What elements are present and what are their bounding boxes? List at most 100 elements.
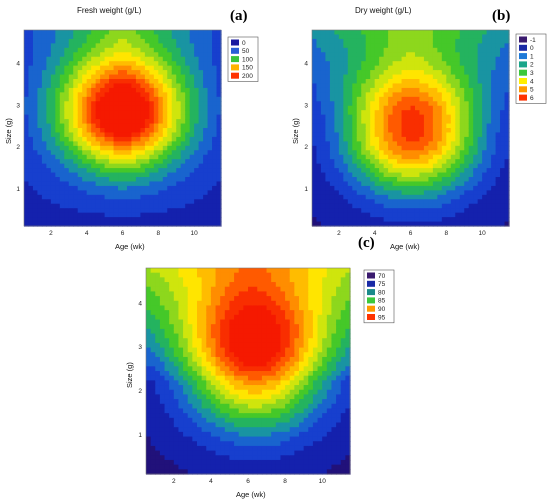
heatmap-cell	[216, 43, 222, 49]
heatmap-cell	[338, 61, 344, 67]
heatmap-cell	[343, 217, 349, 223]
heatmap-cell	[146, 427, 152, 433]
heatmap-cell	[428, 150, 434, 156]
heatmap-cell	[432, 30, 438, 36]
heatmap-cell	[370, 119, 376, 125]
heatmap-cell	[215, 361, 221, 367]
heatmap-cell	[91, 101, 97, 107]
heatmap-cell	[464, 217, 470, 223]
heatmap-cell	[95, 105, 101, 111]
heatmap-cell	[334, 105, 340, 111]
heatmap-cell	[423, 172, 430, 178]
heatmap-cell	[192, 450, 198, 456]
heatmap-cell	[220, 408, 226, 414]
heatmap-cell	[198, 92, 204, 98]
heatmap-cell	[159, 352, 166, 358]
heatmap-cell	[109, 79, 115, 85]
heatmap-cell	[194, 185, 200, 191]
heatmap-cell	[464, 190, 470, 196]
heatmap-cell	[220, 319, 226, 325]
heatmap-cell	[135, 159, 142, 165]
heatmap-cell	[100, 114, 106, 120]
heatmap-cell	[224, 342, 231, 349]
heatmap-cell	[329, 61, 335, 67]
heatmap-cell	[118, 83, 124, 89]
heatmap-cell	[248, 333, 254, 339]
heatmap-cell	[212, 203, 218, 209]
heatmap-cell	[164, 356, 170, 363]
heatmap-cell	[325, 168, 331, 174]
heatmap-cell	[441, 203, 447, 209]
heatmap-cell	[86, 114, 92, 120]
heatmap-cell	[104, 105, 110, 111]
heatmap-cell	[406, 194, 412, 200]
heatmap-cell	[109, 114, 115, 120]
heatmap-cell	[149, 47, 155, 53]
heatmap-cell	[118, 56, 124, 62]
heatmap-cell	[312, 221, 318, 227]
heatmap-cell	[248, 268, 254, 274]
heatmap-cell	[73, 163, 79, 169]
heatmap-cell	[50, 194, 56, 200]
heatmap-cell	[473, 145, 479, 151]
heatmap-cell	[216, 177, 222, 183]
heatmap-cell	[397, 132, 403, 138]
heatmap-cell	[388, 87, 394, 93]
heatmap-cell	[347, 217, 353, 223]
heatmap-cell	[28, 217, 34, 223]
heatmap-cell	[28, 92, 34, 98]
heatmap-cell	[149, 34, 155, 40]
heatmap-cell	[320, 74, 327, 80]
heatmap-cell	[441, 141, 447, 147]
heatmap-cell	[388, 123, 394, 129]
heatmap-cell	[392, 194, 398, 200]
heatmap-cell	[91, 208, 97, 214]
heatmap-cell	[50, 145, 56, 151]
heatmap-cell	[206, 366, 212, 372]
heatmap-cell	[73, 181, 79, 187]
heatmap-cell	[55, 43, 61, 49]
heatmap-cell	[482, 47, 488, 53]
heatmap-cell	[229, 417, 235, 424]
heatmap-cell	[207, 47, 213, 53]
heatmap-cell	[482, 217, 488, 223]
heatmap-cell	[428, 141, 434, 147]
heatmap-cell	[178, 371, 184, 377]
heatmap-cell	[316, 87, 322, 93]
heatmap-cell	[210, 413, 217, 419]
heatmap-cell	[441, 52, 447, 58]
heatmap-cell	[68, 101, 74, 107]
heatmap-cell	[113, 74, 119, 80]
heatmap-cell	[50, 136, 56, 142]
heatmap-cell	[64, 172, 70, 178]
heatmap-cell	[86, 168, 92, 174]
heatmap-cell	[126, 83, 133, 89]
heatmap-cell	[234, 366, 240, 372]
heatmap-cell	[140, 168, 146, 174]
heatmap-cell	[167, 145, 173, 151]
heatmap-cell	[100, 87, 106, 93]
heatmap-cell	[414, 56, 421, 62]
heatmap-cell	[46, 110, 52, 116]
heatmap-cell	[176, 119, 182, 125]
heatmap-cell	[197, 338, 203, 344]
heatmap-cell	[185, 159, 191, 165]
heatmap-cell	[135, 190, 142, 196]
heatmap-cell	[131, 56, 137, 62]
heatmap-cell	[320, 83, 327, 89]
heatmap-cell	[192, 417, 198, 424]
heatmap-cell	[468, 79, 474, 85]
heatmap-cell	[446, 185, 452, 191]
heatmap-cell	[206, 282, 212, 288]
heatmap-cell	[162, 70, 168, 76]
heatmap-cell	[104, 128, 110, 134]
heatmap-cell	[64, 168, 70, 174]
heatmap-cell	[356, 70, 362, 76]
heatmap-cell	[104, 110, 110, 116]
heatmap-cell	[446, 38, 452, 44]
heatmap-cell	[215, 431, 221, 438]
heatmap-cell	[486, 199, 492, 205]
heatmap-cell	[95, 65, 101, 71]
heatmap-cell	[203, 154, 209, 160]
heatmap-cell	[198, 38, 204, 44]
